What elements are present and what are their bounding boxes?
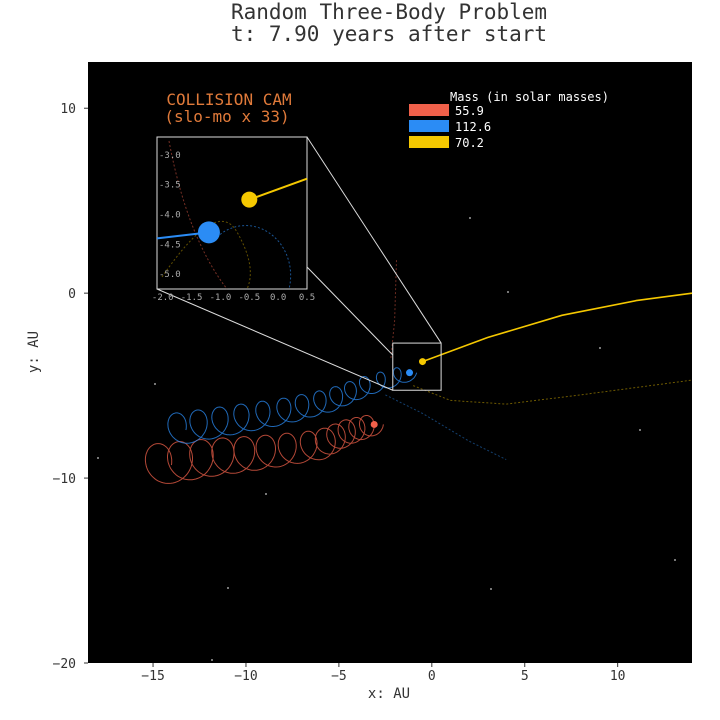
inset-faint-trail [168,140,228,290]
legend-swatch-blue [409,120,449,132]
background-star [599,347,601,349]
y-tick-label: −10 [53,472,76,487]
x-tick-label: −10 [234,669,257,684]
collision-cam-inset: -2.0 -1.5 -1.0 -0.5 0.0 0.5 -3.0 -3.5 -4.0 -4.5 -5… [152,136,315,303]
background-star [469,217,471,219]
y-tick-label: 10 [60,102,76,117]
background-star [154,383,156,385]
y-tick-label: −20 [53,657,76,672]
legend-swatch-red [409,104,449,116]
background-star [490,588,492,590]
zoom-connector [306,136,442,344]
legend-entry: 70.2 [455,136,484,150]
inset-y-tick-label: -3.5 [159,181,181,191]
x-tick-label: −15 [141,669,164,684]
y-axis-label: y: AU [26,331,42,373]
inset-frame [156,136,308,290]
x-tick-label: −5 [331,669,347,684]
inset-y-tick-label: -4.5 [159,240,181,250]
y-axis-ticks: 10 0 −10 −20 [53,102,88,672]
legend-entry: 112.6 [455,120,491,134]
orbit-trail [422,292,693,363]
background-stars [97,159,676,661]
zoom-box [392,342,442,391]
inset-faint-trail [216,225,292,290]
zoom-indicator [156,136,442,391]
inset-y-tick-label: -3.0 [159,151,181,161]
x-tick-label: 5 [521,669,529,684]
inset-x-tick-label: 0.0 [270,293,286,303]
background-star [97,457,99,459]
background-star [265,493,267,495]
orbit-trail [167,367,418,444]
legend-entry: 55.9 [455,104,484,118]
inset-body [241,191,258,208]
legend: Mass (in solar masses) 55.9 112.6 70.2 [409,90,609,150]
collision-cam-label: COLLISION CAM [166,90,291,109]
x-axis-ticks: −15 −10 −5 0 5 10 [141,663,625,684]
background-star [674,559,676,561]
zoom-connector [306,266,394,356]
x-tick-label: 0 [428,669,436,684]
inset-x-tick-label: 0.5 [299,293,315,303]
background-star [507,291,509,293]
slo-mo-label: (slo-mo x 33) [164,107,289,126]
background-star [227,587,229,589]
y-tick-label: 0 [68,287,76,302]
orbit-trail [144,415,384,484]
inset-x-tick-label: -1.5 [181,293,203,303]
orbit-trails [144,292,693,484]
faint-trail [390,259,397,358]
chart-subtitle: t: 7.90 years after start [231,22,547,46]
faint-trails [385,259,693,461]
faint-trail [413,379,693,405]
x-axis-label: x: AU [368,686,410,702]
body-marker [370,420,378,428]
inset-x-tick-label: -2.0 [152,293,174,303]
body-marker [406,369,414,377]
zoom-connector [156,288,393,391]
inset-x-tick-label: -1.0 [210,293,232,303]
inset-trail [248,177,308,201]
chart-title: Random Three-Body Problem [231,0,547,24]
body-marker [419,358,427,366]
inset-y-tick-label: -5.0 [159,270,181,280]
inset-faint-trail [161,220,251,290]
inset-body [197,221,220,244]
bodies [370,358,427,428]
background-star [639,429,641,431]
inset-y-tick-label: -4.0 [159,210,181,220]
x-tick-label: 10 [610,669,626,684]
faint-trail [385,394,507,461]
legend-title: Mass (in solar masses) [450,90,609,104]
background-star [211,659,213,661]
legend-swatch-yellow [409,136,449,148]
inset-x-tick-label: -0.5 [238,293,260,303]
